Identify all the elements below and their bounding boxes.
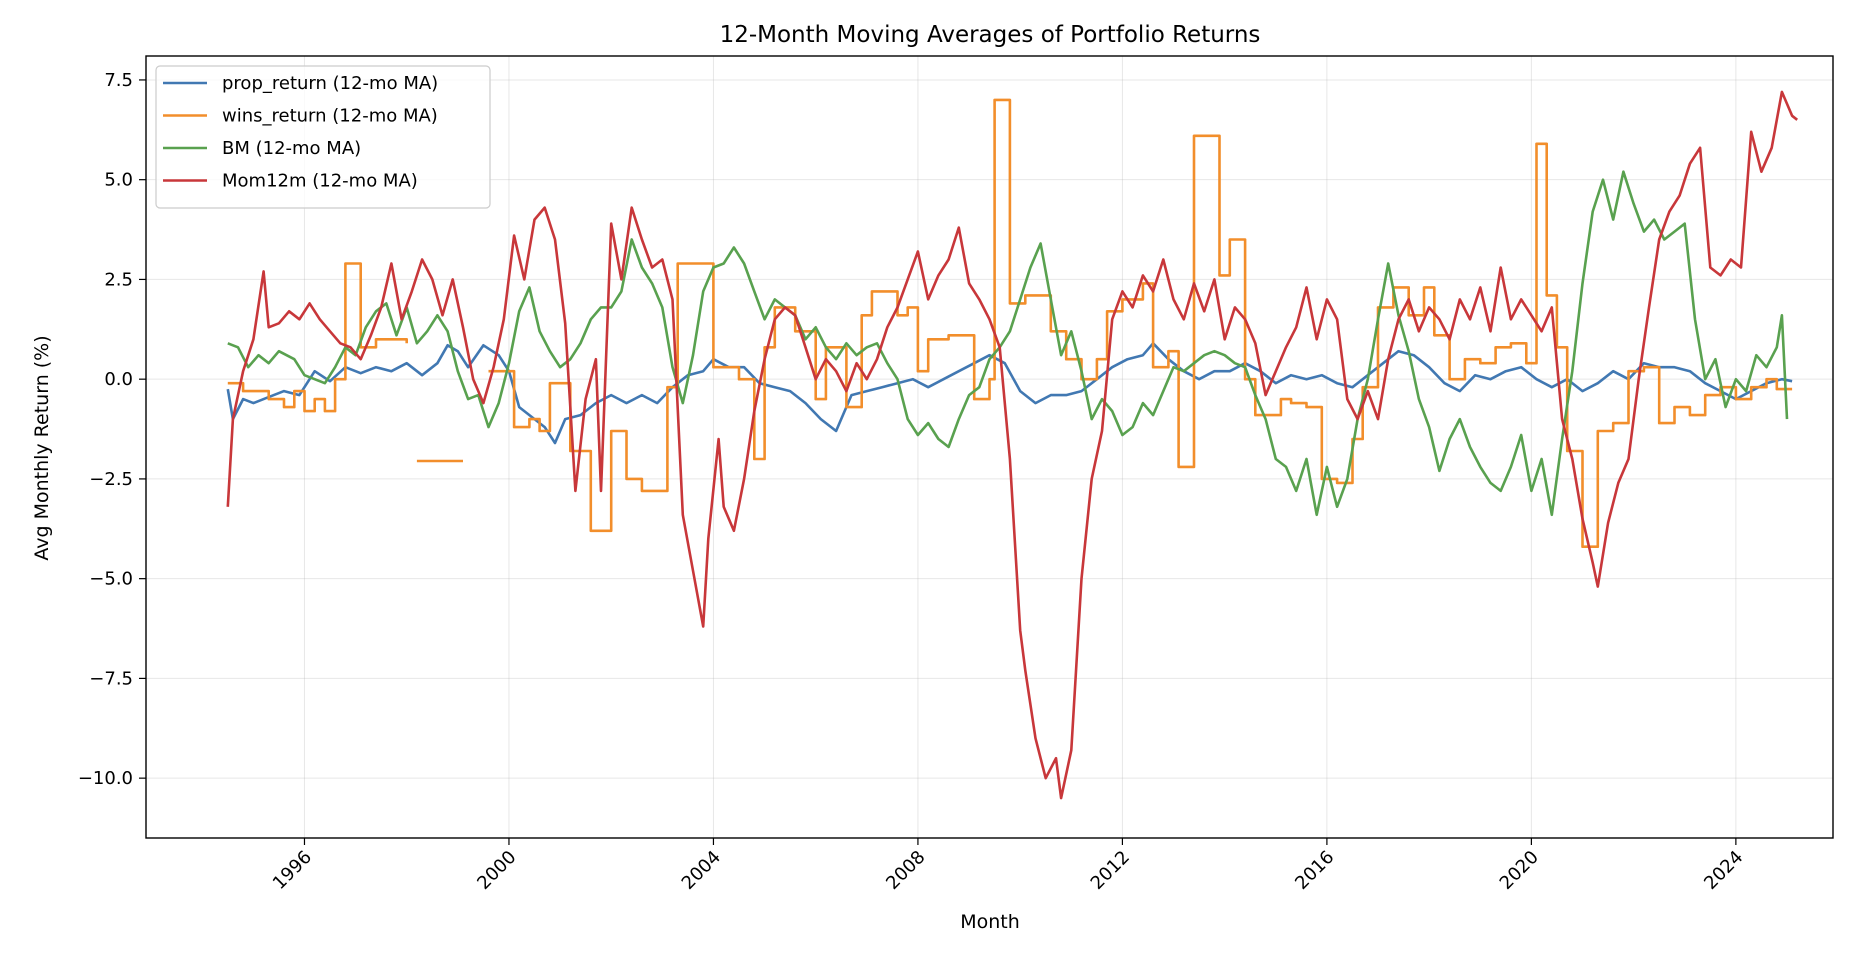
y-tick-label: 5.0 [104, 170, 133, 191]
y-tick-label: 2.5 [104, 269, 133, 290]
chart-title: 12-Month Moving Averages of Portfolio Re… [720, 22, 1261, 48]
y-tick-label: 7.5 [104, 70, 133, 91]
y-tick-label: 0.0 [104, 369, 133, 390]
y-tick-label: −10.0 [78, 768, 133, 789]
legend: prop_return (12-mo MA) wins_return (12-mo… [155, 65, 491, 209]
series-line-prop-return [226, 342, 1793, 445]
grid-lines [146, 56, 1833, 838]
plot-area-frame [145, 55, 1834, 839]
y-tick-label: −7.5 [89, 668, 133, 689]
x-axis-title: Month [960, 911, 1020, 933]
series-lines [226, 90, 1799, 800]
y-tick-label: −5.0 [89, 569, 133, 590]
series-line-wins-return [227, 98, 1793, 548]
series-line-mom12m [226, 90, 1799, 800]
legend-box [155, 65, 491, 209]
series-line-bm [227, 170, 1789, 517]
y-axis-title: Avg Monthly Return (%) [31, 335, 53, 560]
legend-label: BM (12-mo MA) [222, 138, 361, 159]
legend-label: prop_return (12-mo MA) [222, 73, 438, 94]
y-tick-label: −2.5 [89, 469, 133, 490]
legend-label: wins_return (12-mo MA) [222, 106, 438, 127]
legend-label: Mom12m (12-mo MA) [222, 171, 418, 192]
